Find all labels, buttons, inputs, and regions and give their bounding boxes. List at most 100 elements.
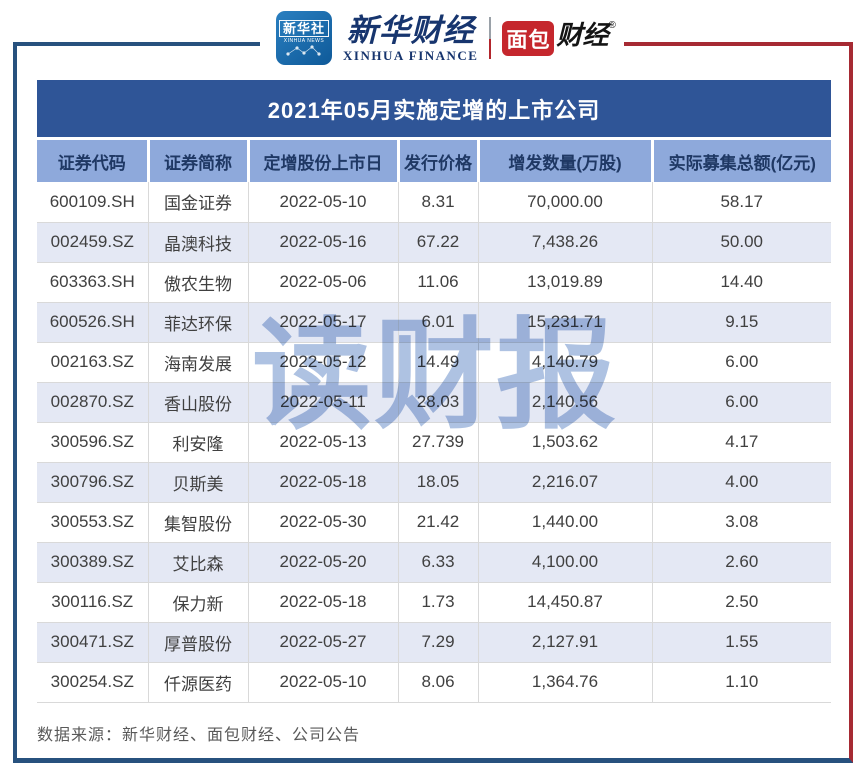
table-cell: 18.05: [397, 462, 478, 503]
table-cell: 002163.SZ: [37, 342, 148, 383]
table-cell: 2022-05-11: [247, 382, 398, 423]
table-cell: 300553.SZ: [37, 502, 148, 543]
table-cell: 4.00: [651, 462, 831, 503]
table-cell: 67.22: [397, 222, 478, 263]
table-cell: 利安隆: [147, 422, 248, 463]
brand-header: 新华社 XINHUA NEWS 新华财经 XINHUA FINANCE 面包 财…: [268, 8, 624, 68]
table-cell: 6.01: [397, 302, 478, 343]
table-cell: 6.33: [397, 542, 478, 583]
table-cell: 2022-05-12: [247, 342, 398, 383]
table-cell: 2,216.07: [477, 462, 652, 503]
table-cell: 14.40: [651, 262, 831, 303]
data-source-note: 数据来源：新华财经、面包财经、公司公告: [37, 727, 361, 744]
table-cell: 2022-05-20: [247, 542, 398, 583]
table-cell: 603363.SH: [37, 262, 148, 303]
table-cell: 7.29: [397, 622, 478, 663]
table-cell: 2022-05-18: [247, 462, 398, 503]
table-cell: 002870.SZ: [37, 382, 148, 423]
table-cell: 厚普股份: [147, 622, 248, 663]
table-cell: 28.03: [397, 382, 478, 423]
table-cell: 15,231.71: [477, 302, 652, 343]
table-cell: 2022-05-16: [247, 222, 398, 263]
table-cell: 27.739: [397, 422, 478, 463]
table-cell: 2022-05-18: [247, 582, 398, 623]
xinhua-finance-logo-cn: 新华财经: [346, 12, 475, 48]
table-board: 2021年05月实施定增的上市公司 证券代码 证券简称 定增股份上市日 发行价格 增发数…: [37, 80, 831, 703]
table-row: 300596.SZ 利安隆 2022-05-13 27.739 1,503.62 4.17: [37, 422, 831, 463]
table-cell: 8.06: [397, 662, 478, 703]
table-cell: 集智股份: [147, 502, 248, 543]
table-head: 证券代码 证券简称 定增股份上市日 发行价格 增发数量(万股) 实际募集总额(亿元): [37, 140, 831, 182]
column-header-2: 定增股份上市日: [246, 140, 398, 182]
table-cell: 2022-05-10: [247, 662, 398, 703]
table-cell: 2.50: [651, 582, 831, 623]
table-cell: 300116.SZ: [37, 582, 148, 623]
table-row: 300254.SZ 仟源医药 2022-05-10 8.06 1,364.76 1.10: [37, 662, 831, 703]
table-cell: 600526.SH: [37, 302, 148, 343]
table-row: 300553.SZ 集智股份 2022-05-30 21.42 1,440.00 3.08: [37, 502, 831, 543]
table-cell: 2,127.91: [477, 622, 652, 663]
table-row: 002163.SZ 海南发展 2022-05-12 14.49 4,140.79 6.00: [37, 342, 831, 383]
column-header-5: 实际募集总额(亿元): [650, 140, 831, 182]
table-row: 300796.SZ 贝斯美 2022-05-18 18.05 2,216.07 4.00: [37, 462, 831, 503]
column-header-4: 增发数量(万股): [476, 140, 652, 182]
table-cell: 贝斯美: [147, 462, 248, 503]
table-cell: 香山股份: [147, 382, 248, 423]
table-cell: 艾比森: [147, 542, 248, 583]
table-cell: 2022-05-13: [247, 422, 398, 463]
table-cell: 2022-05-30: [247, 502, 398, 543]
table-cell: 13,019.89: [477, 262, 652, 303]
table-cell: 14,450.87: [477, 582, 652, 623]
table-cell: 2022-05-10: [247, 182, 398, 223]
table-cell: 4.17: [651, 422, 831, 463]
table-cell: 2022-05-06: [247, 262, 398, 303]
table-cell: 300796.SZ: [37, 462, 148, 503]
page-title: 2021年05月实施定增的上市公司: [37, 80, 831, 137]
table-cell: 3.08: [651, 502, 831, 543]
brand-divider: [489, 17, 492, 59]
table-cell: 7,438.26: [477, 222, 652, 263]
table-row: 600109.SH 国金证券 2022-05-10 8.31 70,000.00 58.1…: [37, 182, 831, 223]
table-row: 002870.SZ 香山股份 2022-05-11 28.03 2,140.56 6.00: [37, 382, 831, 423]
table-cell: 600109.SH: [37, 182, 148, 223]
table-cell: 仟源医药: [147, 662, 248, 703]
table-row: 300389.SZ 艾比森 2022-05-20 6.33 4,100.00 2.60: [37, 542, 831, 583]
table-cell: 1.55: [651, 622, 831, 663]
table-cell: 2022-05-27: [247, 622, 398, 663]
placement-table: 证券代码 证券简称 定增股份上市日 发行价格 增发数量(万股) 实际募集总额(亿元) 60…: [37, 140, 831, 703]
table-cell: 1.10: [651, 662, 831, 703]
table-cell: 1,440.00: [477, 502, 652, 543]
column-header-0: 证券代码: [37, 140, 148, 182]
table-cell: 300389.SZ: [37, 542, 148, 583]
table-row: 300116.SZ 保力新 2022-05-18 1.73 14,450.87 2.50: [37, 582, 831, 623]
table-row: 600526.SH 菲达环保 2022-05-17 6.01 15,231.71 9.15: [37, 302, 831, 343]
table-body: 600109.SH 国金证券 2022-05-10 8.31 70,000.00 58.1…: [37, 182, 831, 703]
table-cell: 1,364.76: [477, 662, 652, 703]
frame-border-top-left: [13, 42, 260, 46]
table-cell: 9.15: [651, 302, 831, 343]
mianbao-finance-logo-rest: 财经: [556, 19, 609, 50]
table-cell: 4,140.79: [477, 342, 652, 383]
table-cell: 2.60: [651, 542, 831, 583]
table-cell: 21.42: [397, 502, 478, 543]
table-cell: 菲达环保: [147, 302, 248, 343]
table-cell: 1,503.62: [477, 422, 652, 463]
column-header-3: 发行价格: [396, 140, 478, 182]
table-cell: 2022-05-17: [247, 302, 398, 343]
xinhua-news-logo: 新华社 XINHUA NEWS: [276, 11, 332, 65]
table-cell: 11.06: [397, 262, 478, 303]
table-cell: 海南发展: [147, 342, 248, 383]
xinhua-finance-logo-en: XINHUA FINANCE: [343, 47, 479, 63]
table-cell: 002459.SZ: [37, 222, 148, 263]
table-row: 300471.SZ 厚普股份 2022-05-27 7.29 2,127.91 1.55: [37, 622, 831, 663]
xinhua-news-logo-en: XINHUA NEWS: [283, 37, 325, 44]
mianbao-finance-logo-boxed: 面包: [502, 20, 555, 56]
table-cell: 6.00: [651, 342, 831, 383]
table-cell: 14.49: [397, 342, 478, 383]
table-cell: 国金证券: [147, 182, 248, 223]
table-cell: 300596.SZ: [37, 422, 148, 463]
table-cell: 4,100.00: [477, 542, 652, 583]
table-cell: 50.00: [651, 222, 831, 263]
table-cell: 70,000.00: [477, 182, 652, 223]
